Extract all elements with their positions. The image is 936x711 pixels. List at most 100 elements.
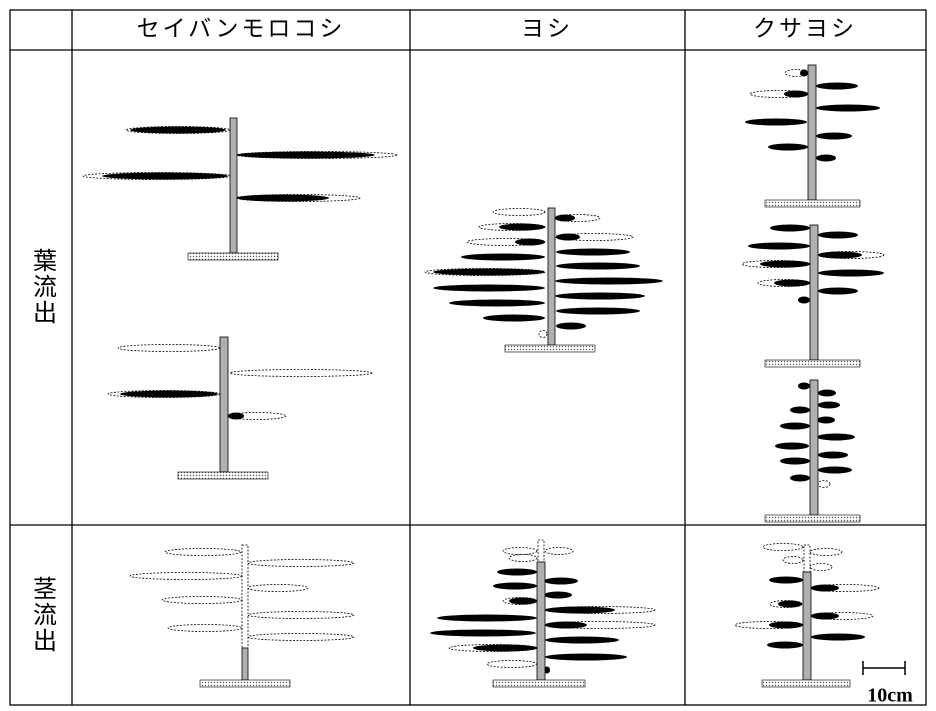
leaf-outline (164, 548, 242, 556)
leaf-outline (247, 633, 355, 641)
leaf (784, 90, 808, 98)
leaf (775, 442, 809, 450)
leaf (769, 621, 803, 629)
leaf (818, 451, 848, 459)
leaf-outline (117, 344, 221, 352)
stem (547, 207, 556, 346)
ground (761, 679, 851, 688)
ground (504, 344, 596, 353)
leaf (545, 606, 615, 614)
leaf (790, 406, 810, 414)
leaf (800, 69, 808, 77)
leaf (228, 412, 244, 420)
leaf-outline (502, 547, 538, 555)
leaf (778, 600, 802, 608)
leaf (483, 314, 545, 322)
leaf (811, 584, 839, 592)
leaf-outline (492, 208, 546, 216)
leaf (555, 292, 645, 300)
leaf (102, 172, 228, 180)
leaf-outline (508, 554, 538, 562)
leaf-outline (809, 548, 843, 556)
leaf-outline (817, 480, 831, 488)
leaf (556, 248, 630, 256)
leaf (545, 636, 619, 644)
leaf-outline (247, 611, 355, 619)
leaf-outline (782, 556, 804, 564)
leaf-outline (161, 596, 243, 604)
leaf (120, 390, 218, 398)
leaf (497, 568, 537, 576)
column-header: ヨシ (521, 16, 573, 42)
leaf (818, 466, 852, 474)
leaf (509, 597, 537, 605)
ground (492, 679, 586, 688)
leaf (556, 322, 586, 330)
leaf (818, 251, 862, 259)
leaf (748, 242, 810, 250)
stem (807, 64, 817, 201)
scale-bar (862, 661, 906, 675)
leaf-outline (762, 543, 804, 551)
leaf-outline (247, 559, 355, 567)
leaf (767, 641, 803, 649)
leaf (768, 143, 808, 151)
leaf (760, 260, 810, 268)
leaf (556, 233, 580, 241)
leaf (780, 422, 810, 430)
leaf (769, 576, 803, 584)
leaf-outline (167, 624, 243, 632)
stem-outline (537, 539, 545, 563)
leaf (473, 644, 537, 652)
leaf (818, 389, 836, 397)
leaf-outline (809, 563, 833, 571)
leaf (545, 653, 627, 661)
leaf (461, 253, 545, 261)
leaf (515, 238, 545, 246)
leaf (555, 214, 575, 222)
leaf (780, 457, 810, 465)
leaf (544, 591, 572, 599)
stem (219, 336, 229, 473)
leaf (798, 382, 810, 390)
leaf (816, 132, 852, 140)
leaf-outline (129, 572, 243, 580)
column-header: クサヨシ (753, 16, 857, 42)
leaf (790, 474, 810, 482)
leaf (817, 416, 835, 424)
leaf (130, 126, 226, 134)
stem (809, 379, 819, 516)
ground (187, 252, 279, 261)
table-border (9, 9, 927, 706)
leaf (556, 262, 640, 270)
leaf (437, 614, 537, 622)
stem (536, 561, 546, 681)
row-label: 茎流出 (29, 576, 57, 654)
leaf (816, 82, 858, 90)
leaf (430, 629, 536, 637)
scale-label: 10cm (867, 685, 913, 707)
leaf (818, 269, 884, 277)
leaf (237, 151, 375, 159)
leaf (816, 154, 836, 162)
leaf (745, 118, 807, 126)
ground (764, 359, 861, 368)
leaf-outline (229, 369, 373, 377)
leaf (817, 433, 855, 441)
leaf (499, 223, 545, 231)
leaf (798, 296, 810, 304)
ground (764, 199, 861, 208)
column-header: セイバンモロコシ (137, 16, 346, 42)
leaf (816, 104, 880, 112)
row-label: 葉流出 (29, 248, 57, 326)
leaf (774, 279, 810, 287)
stem-outline (241, 544, 249, 649)
leaf (433, 284, 545, 292)
leaf (544, 577, 578, 585)
leaf (818, 401, 840, 409)
leaf-outline (544, 547, 574, 555)
leaf (556, 307, 640, 315)
stem (229, 117, 238, 254)
stem (802, 571, 812, 681)
